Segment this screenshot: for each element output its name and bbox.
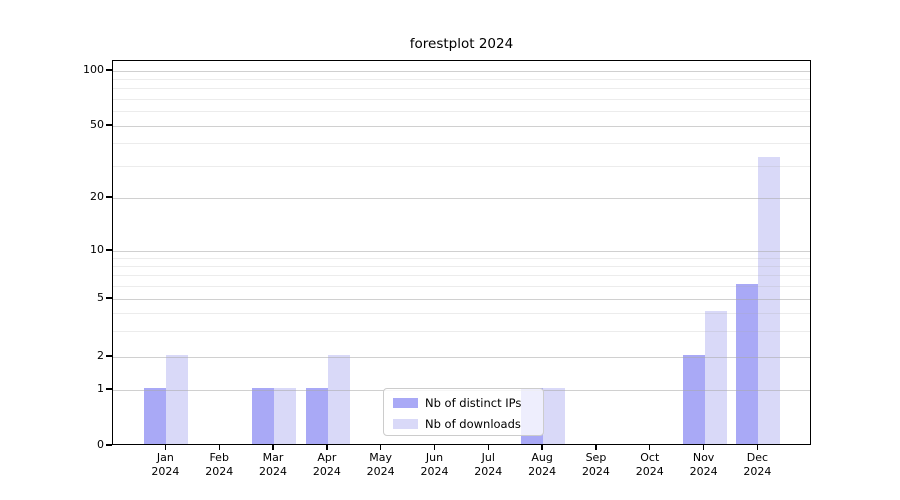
x-tick-mark [541,445,543,450]
minor-gridline [113,111,810,113]
x-tick-mark [756,445,759,450]
legend-item: Nb of downloads [384,414,543,434]
x-tick-label: Jan 2024 [151,451,180,478]
legend-swatch-downloads [393,418,418,429]
y-tick-mark [106,355,112,357]
minor-gridline [113,285,810,287]
minor-gridline [113,165,810,167]
x-tick-label: Sep 2024 [581,451,610,478]
bar-downloads [327,355,350,444]
minor-gridline [113,312,810,314]
bar-distinct-ips [305,388,328,444]
legend-item: Nb of distinct IPs [384,393,543,413]
minor-gridline [113,257,810,259]
bar-distinct-ips [252,388,275,444]
minor-gridline [113,265,810,267]
y-tick-mark [106,124,112,126]
y-tick-mark [106,69,112,71]
x-tick-mark [649,445,651,450]
y-tick-mark [106,297,112,299]
y-tick-mark [106,444,112,446]
x-tick-label: Feb 2024 [205,451,234,478]
minor-gridline [113,143,810,145]
minor-gridline [113,275,810,277]
major-gridline [113,197,810,199]
major-gridline [113,70,810,72]
bar-downloads [166,355,189,444]
legend: Nb of distinct IPs Nb of downloads [383,388,544,436]
x-tick-label: Nov 2024 [689,451,718,478]
legend-swatch-distinct-ips [393,398,418,408]
x-tick-mark [595,445,597,450]
x-tick-mark [326,445,328,450]
x-tick-mark [702,445,705,450]
y-tick-mark [106,249,112,251]
y-tick-label: 50 [90,118,104,131]
bar-distinct-ips [682,355,705,444]
y-tick-label: 0 [97,438,104,451]
x-tick-mark [218,445,220,450]
minor-gridline [113,78,810,80]
minor-gridline [113,88,810,90]
x-tick-label: Jun 2024 [420,451,449,478]
y-tick-label: 5 [97,291,104,304]
x-tick-label: Dec 2024 [743,451,772,478]
x-tick-mark [164,445,167,450]
y-tick-label: 100 [83,63,104,76]
y-tick-mark [106,388,112,390]
x-tick-label: May 2024 [366,451,395,478]
major-gridline [113,125,810,127]
y-tick-label: 10 [90,243,104,256]
x-tick-mark [433,445,436,450]
y-tick-mark [106,196,112,198]
bar-downloads [704,311,727,444]
bar-downloads [758,156,781,444]
y-tick-label: 2 [97,349,104,362]
major-gridline [113,356,810,358]
legend-label: Nb of distinct IPs [425,396,522,410]
x-tick-label: Jul 2024 [474,451,503,478]
chart-title: forestplot 2024 [409,36,514,52]
x-tick-label: Apr 2024 [312,451,341,478]
x-tick-label: Oct 2024 [635,451,664,478]
major-gridline [113,250,810,252]
bar-distinct-ips [736,284,759,444]
legend-label: Nb of downloads [425,416,521,431]
bar-downloads [543,388,566,444]
x-tick-mark [380,445,382,450]
x-tick-mark [487,445,489,450]
minor-gridline [113,98,810,100]
major-gridline [113,298,810,300]
y-tick-label: 1 [97,382,104,395]
x-tick-mark [272,445,274,450]
bar-distinct-ips [144,388,167,444]
y-tick-label: 20 [90,190,104,203]
plot-area [112,60,811,445]
bar-downloads [274,388,297,444]
x-tick-label: Mar 2024 [259,451,288,478]
minor-gridline [113,330,810,332]
x-tick-label: Aug 2024 [528,451,557,478]
